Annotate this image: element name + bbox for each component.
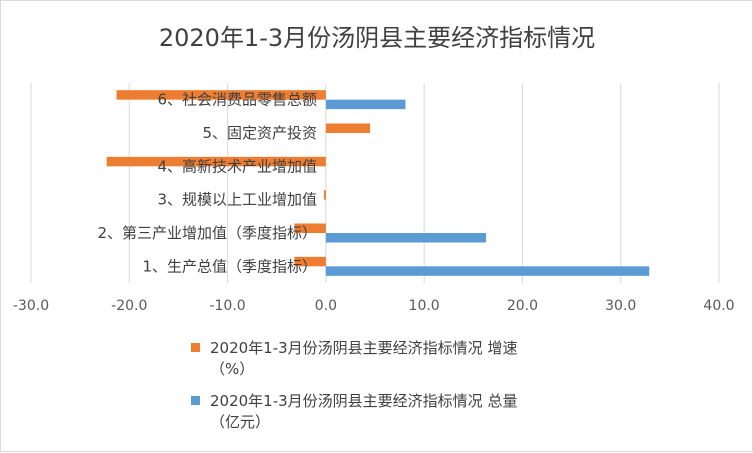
bars (106, 90, 650, 276)
x-tick-label: 30.0 (605, 298, 636, 314)
category-label: 1、生产总值（季度指标） (142, 257, 317, 275)
x-tick-label: 0.0 (315, 298, 337, 314)
x-tick-label: -20.0 (111, 298, 147, 314)
legend-label: 2020年1-3月份汤阴县主要经济指标情况 增速 (210, 339, 517, 357)
bar-total-amount (325, 99, 406, 110)
bar-total-amount (325, 266, 650, 276)
legend-swatch (191, 343, 200, 352)
category-labels: 1、生产总值（季度指标） 2、第三产业增加值（季度指标） 3、规模以上工业增加值 4、… (97, 91, 317, 276)
x-axis-ticks: -30.0 -20.0 -10.0 0.0 10.0 20.0 30.0 40.0 (13, 298, 735, 314)
legend-swatch (191, 396, 200, 405)
bar-growth-rate (323, 190, 326, 200)
bar-growth-rate (294, 223, 326, 233)
x-tick-label: 10.0 (409, 298, 440, 314)
legend-label: 2020年1-3月份汤阴县主要经济指标情况 总量 (210, 392, 517, 410)
bar-growth-rate (325, 123, 371, 133)
x-tick-label: 40.0 (703, 298, 734, 314)
legend-label: （亿元） (210, 413, 270, 431)
legend-label: （%） (210, 360, 254, 378)
x-tick-label: -30.0 (13, 298, 49, 314)
legend: 2020年1-3月份汤阴县主要经济指标情况 增速 （%） 2020年1-3月份汤阴县… (191, 339, 517, 431)
bar-total-amount (325, 233, 487, 243)
category-label: 4、高新技术产业增加值 (157, 157, 317, 175)
bar-growth-rate (116, 90, 326, 100)
category-label: 3、规模以上工业增加值 (157, 191, 317, 209)
x-tick-label: 20.0 (507, 298, 538, 314)
bar-growth-rate (106, 156, 326, 167)
chart-title: 2020年1-3月份汤阴县主要经济指标情况 (159, 24, 595, 52)
category-label: 2、第三产业增加值（季度指标） (97, 224, 317, 242)
x-tick-label: -10.0 (209, 298, 245, 314)
category-label: 5、固定资产投资 (202, 124, 317, 142)
bar-growth-rate (294, 256, 326, 267)
category-label: 6、社会消费品零售总额 (157, 91, 317, 109)
gridlines (30, 83, 720, 283)
